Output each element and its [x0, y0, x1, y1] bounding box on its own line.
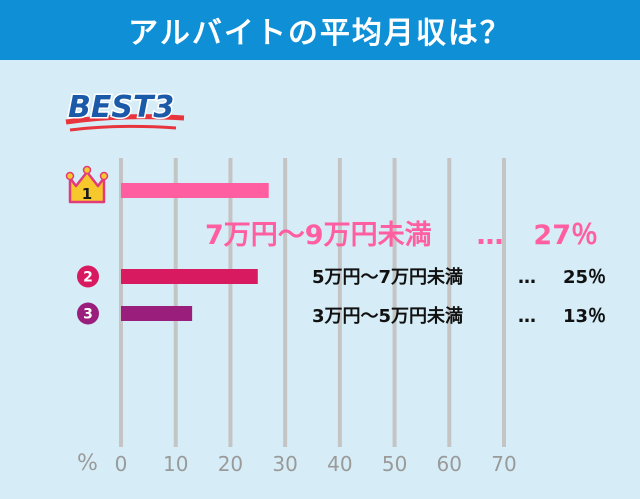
rank-2-badge-icon: 2 — [77, 265, 99, 288]
x-tick-label: 70 — [491, 452, 516, 476]
x-tick-label: 40 — [327, 452, 352, 476]
header-bar: アルバイトの平均月収は？ — [0, 0, 640, 60]
x-tick-label: 50 — [382, 452, 407, 476]
value-label: 27％ — [533, 220, 598, 251]
rank-3-badge-icon: 3 — [77, 302, 99, 325]
x-tick-label: 60 — [437, 452, 462, 476]
bar-rank-3 — [121, 306, 193, 321]
separator-dots: … — [477, 220, 504, 251]
x-tick-label: 10 — [163, 452, 188, 476]
badge-underline — [65, 114, 185, 125]
value-label: 25％ — [563, 267, 606, 288]
rank-icons: 1 2 3 — [65, 165, 109, 325]
page-title: アルバイトの平均月収は？ — [128, 16, 512, 51]
category-label: 3万円〜5万円未満 — [312, 305, 463, 327]
crown-icon: 1 — [65, 165, 109, 204]
grid-lines — [119, 158, 506, 447]
x-tick-label: 0 — [115, 452, 128, 476]
category-label: 7万円〜9万円未満 — [205, 220, 432, 251]
x-tick-label: 20 — [218, 452, 243, 476]
bars — [121, 183, 269, 321]
badge-underline-2 — [69, 124, 177, 132]
best3-badge: BEST3 — [65, 89, 185, 132]
rank-number: 1 — [82, 185, 92, 203]
badge-text: BEST3 — [68, 90, 174, 125]
bar-rank-1 — [121, 183, 269, 198]
bar-rank-2 — [121, 269, 258, 284]
value-label: 13％ — [563, 306, 606, 327]
separator-dots: … — [518, 306, 536, 327]
separator-dots: … — [518, 267, 536, 288]
category-labels: 7万円〜9万円未満 … 27％ 5万円〜7万円未満 … 25％ 3万円〜5万円未満 … 13％ — [205, 220, 606, 327]
x-tick-labels: 0 10 20 30 40 50 60 70 — [115, 452, 517, 476]
x-axis-unit: % — [77, 451, 98, 476]
x-tick-label: 30 — [272, 452, 297, 476]
rank-number: 3 — [83, 307, 93, 323]
rank-number: 2 — [83, 270, 93, 286]
category-label: 5万円〜7万円未満 — [312, 266, 463, 288]
